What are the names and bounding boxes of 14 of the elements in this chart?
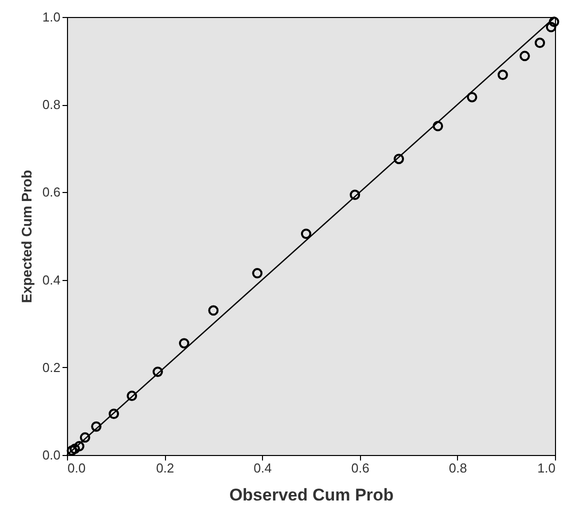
y-tick-label: 0.6 (42, 184, 60, 200)
x-axis-title: Observed Cum Prob (229, 486, 394, 504)
x-tick-label: 0.6 (351, 460, 370, 476)
y-tick-label: 0.8 (42, 97, 60, 112)
y-tick-label: 0.4 (42, 272, 60, 288)
y-tick-label: 0.2 (42, 360, 60, 375)
x-tick-label: 0.8 (448, 460, 467, 476)
x-tick-label: 0.2 (156, 460, 174, 476)
y-tick-label: 0.0 (42, 448, 60, 462)
x-tick-label: 0.0 (68, 460, 86, 476)
y-axis-title: Expected Cum Prob (18, 170, 34, 304)
x-tick-label: 0.4 (254, 460, 272, 476)
x-tick-label: 1.0 (537, 460, 556, 476)
y-tick-label: 1.0 (42, 10, 60, 24)
